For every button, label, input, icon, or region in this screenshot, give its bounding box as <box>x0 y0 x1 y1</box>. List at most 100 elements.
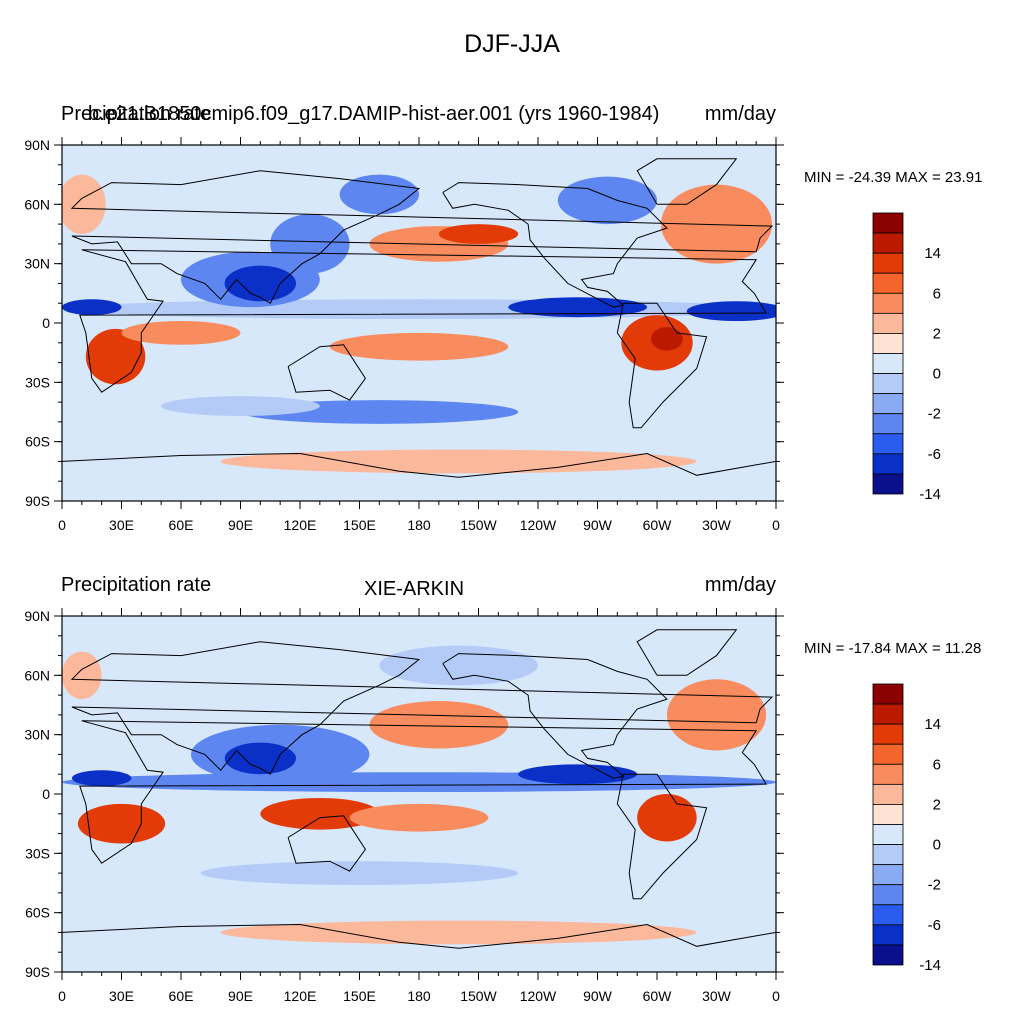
panel2-colorbar-label: 6 <box>933 756 941 773</box>
panel1-colorbar-swatch <box>872 272 904 294</box>
panel1-colorbar-swatch <box>872 353 904 374</box>
panel2-coastline <box>62 923 776 949</box>
panel1-coastline <box>636 158 738 205</box>
panel1-colorbar-swatch <box>872 433 904 455</box>
panel2-anomaly-patch <box>224 742 297 775</box>
panel1-anomaly-patch <box>85 328 146 385</box>
panel2-lon-label: 90W <box>583 988 613 1004</box>
panel1-colorbar-label: -2 <box>928 406 941 423</box>
panel2-lat-label: 60S <box>25 905 50 921</box>
panel1-coastline <box>62 452 776 478</box>
panel1-coastline <box>287 344 367 401</box>
panel1-field <box>62 145 776 501</box>
panel1-colorbar-label: 14 <box>924 245 941 262</box>
panel1-colorbar-swatch <box>872 252 904 274</box>
panel2-colorbar-swatch <box>872 723 904 745</box>
panel2-coastline <box>287 815 367 872</box>
panel2-map: 90N 60N 30N 0 30S 60S 90S 0 30E 60E 90E 120E 150E 180… <box>24 608 784 1004</box>
panel1-lon-label: 0 <box>58 517 66 533</box>
panel2-colorbar-label: 0 <box>933 837 941 854</box>
panel1-anomaly-patch <box>270 214 350 274</box>
panel1-anomaly-patch <box>329 332 509 361</box>
panel2-colorbar-label: -2 <box>928 877 941 894</box>
panel1-anomaly-patch <box>508 297 648 318</box>
panel1-anomaly-patch <box>224 265 297 302</box>
panel1-lon-label: 120E <box>284 517 317 533</box>
panel2-anomaly-patch <box>71 770 132 787</box>
panel1-anomaly-patch <box>121 321 241 345</box>
panel2-coastline <box>636 629 738 676</box>
panel1-anomaly-patch <box>660 184 773 264</box>
panel1-colorbar-swatch <box>872 232 904 254</box>
panel1-colorbar-label: 0 <box>933 366 941 383</box>
panel1-lon-label: 30E <box>109 517 134 533</box>
panel1-units: mm/day <box>704 103 776 125</box>
panel1-anomaly-patch <box>161 396 320 416</box>
panel2-lat-label: 30S <box>25 845 50 861</box>
panel2-lat-label: 0 <box>42 786 50 802</box>
panel1-lat-label: 0 <box>42 315 50 331</box>
panel2-field <box>62 616 776 972</box>
panel2-anomaly-patch <box>62 651 102 700</box>
panel2-colorbar-swatch <box>872 763 904 785</box>
panel1-colorbar-swatch <box>872 212 904 234</box>
panel1-lat-label: 60N <box>24 196 50 212</box>
panel1-anomaly-patch <box>62 299 776 320</box>
panel2-lon-label: 60E <box>169 988 194 1004</box>
panel2-lon-label: 0 <box>58 988 66 1004</box>
panel2-anomaly-patch <box>349 803 489 832</box>
panel1-colorbar-swatch <box>872 292 904 314</box>
panel2-lon-label: 30W <box>702 988 732 1004</box>
panel2-lon-label: 0 <box>772 988 780 1004</box>
panel1-colorbar-swatch <box>872 373 904 395</box>
panel2-colorbar-label: -6 <box>928 917 941 934</box>
panel2-colorbar-swatch <box>872 683 904 705</box>
panel2-anomaly-patch <box>62 772 776 793</box>
panel2-coastline <box>616 773 708 900</box>
panel2-lon-label: 120E <box>284 988 317 1004</box>
panel2-colorbar-swatch <box>872 944 904 966</box>
panel1-lat-label: 60S <box>25 434 50 450</box>
panel2-lon-label: 150E <box>343 988 376 1004</box>
panel1-lat-label: 90S <box>25 493 50 509</box>
panel1-coastline <box>70 170 774 304</box>
panel2-coastline <box>79 720 767 864</box>
panel1-anomaly-patch <box>62 174 106 234</box>
panel1-colorbar-swatch <box>872 413 904 435</box>
panel2-anomaly-patch <box>369 701 509 749</box>
panel2-anomaly-patch <box>77 803 166 844</box>
figure-title: DJF-JJA <box>464 30 560 58</box>
panel2-lat-label: 30N <box>24 727 50 743</box>
panel1-anomaly-patch <box>220 449 697 474</box>
panel1-lon-label: 150E <box>343 517 376 533</box>
panel1-min-max: MIN = -24.39 MAX = 23.91 <box>804 169 983 186</box>
panel1-coastline <box>442 182 668 308</box>
panel2-colorbar-swatch <box>872 884 904 906</box>
panel2-lat-label: 90S <box>25 964 50 980</box>
panel2-lon-label: 180 <box>407 988 431 1004</box>
panel1-lon-label: 120W <box>520 517 557 533</box>
panel1-lon-label: 60E <box>169 517 194 533</box>
panel2-colorbar-swatch <box>872 924 904 946</box>
panel1-anomaly-patch <box>557 176 658 225</box>
panel2-coastline <box>70 641 774 775</box>
panel2-colorbar-swatch <box>872 804 904 825</box>
panel1-center-title: b.e21.B1850cmip6.f09_g17.DAMIP-hist-aer.… <box>88 103 660 125</box>
panel2-lon-label: 60W <box>643 988 673 1004</box>
panel2-colorbar: 14 6 2 0 -2 -6 -14 <box>872 683 941 974</box>
panel2-colorbar-swatch <box>872 904 904 926</box>
panel2-anomaly-patch <box>260 797 380 830</box>
panel1-colorbar-swatch <box>872 333 904 354</box>
panel2-lon-label: 150W <box>460 988 497 1004</box>
panel2-anomaly-patch <box>637 794 697 842</box>
panel1-colorbar-swatch <box>872 473 904 495</box>
panel2-colorbar-swatch <box>872 844 904 866</box>
panel1-anomaly-patch <box>651 326 683 351</box>
panel2-anomaly-patch <box>379 645 538 686</box>
panel1-anomaly-patch <box>62 299 122 316</box>
panel1-lon-label: 30W <box>702 517 732 533</box>
panel2-lon-label: 120W <box>520 988 557 1004</box>
panel1-lon-label: 90E <box>228 517 253 533</box>
panel1-anomaly-patch <box>686 301 776 322</box>
